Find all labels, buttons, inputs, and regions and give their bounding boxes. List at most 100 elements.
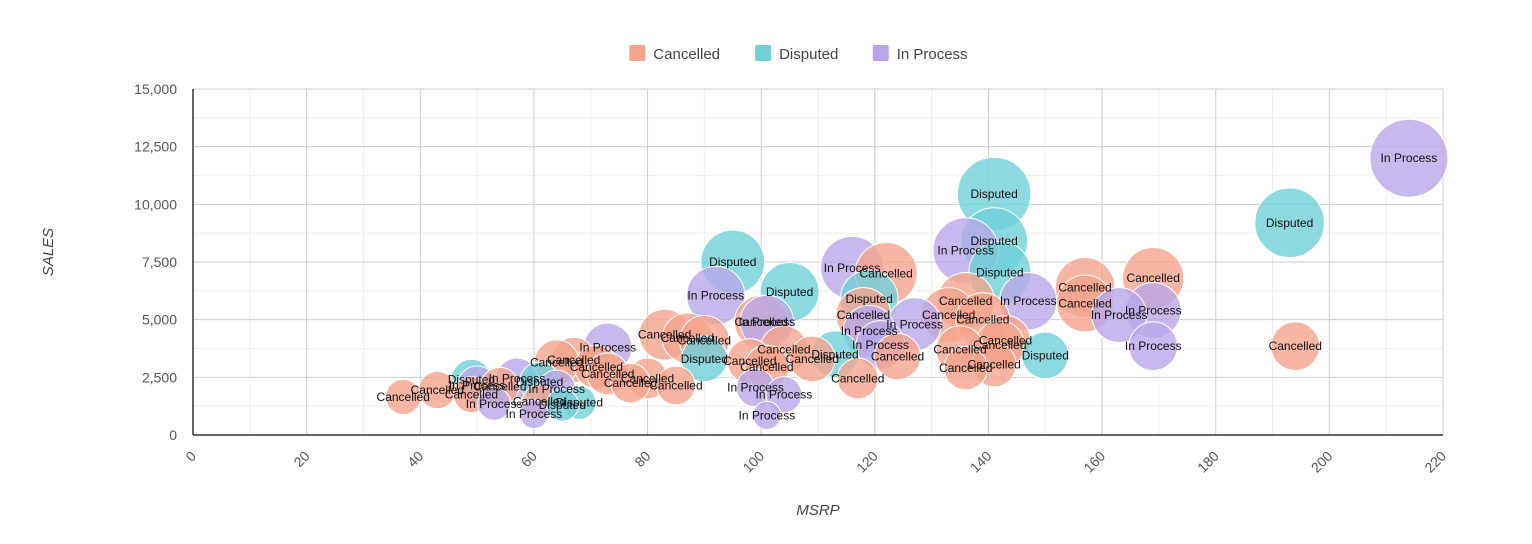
bubble-label: Cancelled (661, 331, 714, 345)
bubble-label: Disputed (970, 234, 1017, 248)
legend[interactable]: Cancelled Disputed In Process (629, 45, 968, 63)
y-tick-label: 7,500 (142, 254, 177, 270)
x-tick-label: 20 (290, 448, 312, 470)
bubble-label: In Process (489, 371, 546, 385)
bubble-label: In Process (727, 381, 784, 395)
bubble-cancelled[interactable] (943, 345, 988, 391)
bubble-label: Cancelled (967, 358, 1020, 372)
x-axis-title: MSRP (796, 502, 839, 519)
bubble-label: Disputed (845, 292, 892, 306)
grid (192, 88, 1444, 436)
bubble-cancelled[interactable] (610, 362, 651, 404)
y-tick-label: 5,000 (142, 312, 177, 328)
bubble-label: Disputed (556, 396, 603, 410)
bubble-disputed[interactable] (1254, 187, 1325, 259)
bubble-label: Cancelled (678, 333, 731, 347)
y-axis-title: SALES (40, 228, 57, 276)
bubble-label: In Process (466, 397, 523, 411)
y-tick-label: 15,000 (134, 81, 177, 97)
bubble-cancelled[interactable] (836, 357, 879, 400)
bubble-label: In Process (739, 408, 796, 422)
bubble-label: Cancelled (621, 371, 674, 385)
bubble-label: In Process (449, 378, 506, 392)
bubble-cancelled[interactable] (788, 335, 836, 383)
x-tick-label: 60 (518, 448, 540, 470)
legend-label: Cancelled (653, 46, 720, 63)
bubble-disputed[interactable] (545, 388, 580, 422)
bubble-label: Cancelled (530, 355, 583, 369)
x-tick-label: 200 (1308, 448, 1336, 476)
bubble-in-process[interactable] (477, 386, 512, 421)
bubble-label: Cancelled (411, 383, 464, 397)
bubble-label: In Process (1091, 308, 1148, 322)
bubble-label: Cancelled (786, 352, 839, 366)
legend-item-disputed[interactable]: Disputed (755, 45, 838, 63)
bubble-label: Disputed (448, 373, 495, 387)
bubble-label: In Process (687, 288, 744, 302)
bubble-label: In Process (739, 315, 796, 329)
bubble-label: In Process (1381, 151, 1438, 165)
bubble-label: Cancelled (831, 371, 884, 385)
bubble-label: Cancelled (445, 388, 498, 402)
bubble-label: Disputed (811, 347, 858, 361)
bubble-label: Cancelled (939, 361, 992, 375)
bubble-in-process[interactable] (519, 399, 549, 430)
bubble-label: Cancelled (956, 313, 1009, 327)
bubble-label: In Process (756, 388, 813, 402)
x-tick-label: 120 (853, 448, 881, 476)
bubble-label: In Process (937, 243, 994, 257)
bubble-label: In Process (528, 382, 585, 396)
legend-label: Disputed (779, 46, 838, 63)
bubble-label: Cancelled (570, 360, 623, 374)
bubble-label: Cancelled (473, 380, 526, 394)
legend-label: In Process (897, 46, 968, 63)
bubble-label: Cancelled (837, 308, 890, 322)
bubble-label: Cancelled (604, 376, 657, 390)
x-tick-label: 140 (967, 448, 995, 476)
bubble-label: Cancelled (581, 367, 634, 381)
legend-item-in-process[interactable]: In Process (872, 45, 968, 63)
bubble-label: Disputed (681, 352, 728, 366)
bubble-label: In Process (506, 407, 563, 421)
bubble-cancelled[interactable] (385, 378, 422, 416)
bubble-label: Disputed (970, 187, 1017, 201)
bubble-label: In Process (824, 261, 881, 275)
bubble-label: Cancelled (547, 353, 600, 367)
bubble-label: In Process (1125, 339, 1182, 353)
bubble-cancelled[interactable] (873, 332, 922, 381)
x-tick-label: 180 (1194, 448, 1222, 476)
legend-item-cancelled[interactable]: Cancelled (629, 45, 720, 63)
bubble-cancelled[interactable] (1270, 321, 1321, 371)
bubble-label: Cancelled (638, 328, 691, 342)
bubble-label: Cancelled (1269, 339, 1322, 353)
bubble-label: Disputed (516, 375, 563, 389)
bubble-label: Disputed (1022, 348, 1069, 362)
bubble-cancelled[interactable] (656, 365, 696, 406)
bubble-label: Cancelled (1058, 280, 1111, 294)
y-tick-label: 12,500 (134, 139, 177, 155)
bubble-label: In Process (852, 338, 909, 352)
bubble-label: Cancelled (377, 390, 430, 404)
bubble-label: Cancelled (939, 294, 992, 308)
bubble-label: Cancelled (740, 360, 793, 374)
bubble-label: Disputed (539, 398, 586, 412)
legend-swatch (872, 45, 889, 61)
y-tick-label: 0 (169, 427, 177, 443)
bubble-in-process[interactable] (1369, 118, 1449, 198)
bubble-in-process[interactable] (752, 400, 782, 430)
x-tick-label: 40 (404, 448, 426, 470)
x-tick-label: 0 (182, 448, 199, 465)
bubble-label: Cancelled (922, 308, 975, 322)
bubble-label: In Process (841, 324, 898, 338)
bubble-label: Cancelled (871, 350, 924, 364)
bubble-label: Cancelled (757, 343, 810, 357)
bubble-in-process[interactable] (1091, 287, 1148, 343)
bubble-in-process[interactable] (1128, 321, 1178, 371)
x-tick-label: 80 (631, 448, 653, 470)
bubble-disputed[interactable] (1021, 331, 1070, 380)
bubble-label: Cancelled (513, 395, 566, 409)
bubble-label: Cancelled (1127, 271, 1180, 285)
